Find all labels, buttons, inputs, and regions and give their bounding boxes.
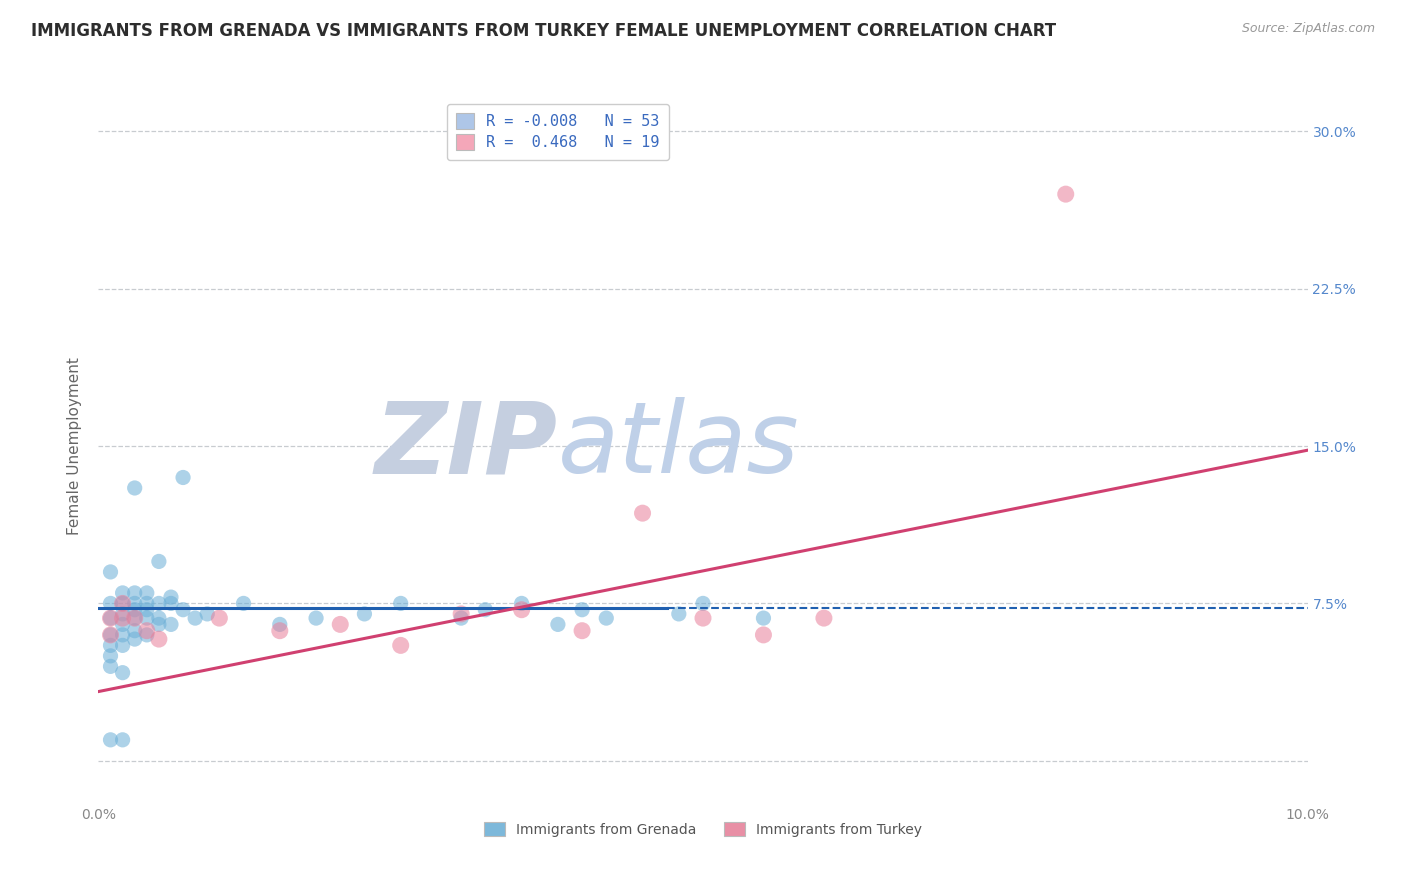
Point	[595, 611, 617, 625]
Point	[111, 732, 134, 747]
Point	[100, 732, 122, 747]
Point	[232, 596, 254, 610]
Text: ZIP: ZIP	[375, 398, 558, 494]
Point	[100, 611, 122, 625]
Point	[269, 617, 291, 632]
Point	[111, 586, 134, 600]
Point	[100, 639, 122, 653]
Point	[111, 617, 134, 632]
Point	[148, 632, 170, 646]
Point	[124, 603, 146, 617]
Point	[135, 628, 157, 642]
Point	[195, 607, 218, 621]
Point	[111, 628, 134, 642]
Point	[510, 596, 533, 610]
Point	[135, 596, 157, 610]
Point	[571, 603, 593, 617]
Point	[100, 659, 122, 673]
Point	[450, 611, 472, 625]
Point	[269, 624, 291, 638]
Point	[148, 596, 170, 610]
Point	[160, 617, 183, 632]
Point	[510, 603, 533, 617]
Point	[111, 639, 134, 653]
Point	[148, 554, 170, 568]
Point	[111, 596, 134, 610]
Point	[752, 628, 775, 642]
Point	[124, 596, 146, 610]
Point	[100, 628, 122, 642]
Text: Source: ZipAtlas.com: Source: ZipAtlas.com	[1241, 22, 1375, 36]
Point	[172, 603, 194, 617]
Point	[124, 632, 146, 646]
Point	[208, 611, 231, 625]
Point	[135, 611, 157, 625]
Point	[450, 607, 472, 621]
Point	[111, 611, 134, 625]
Point	[353, 607, 375, 621]
Point	[172, 470, 194, 484]
Point	[124, 611, 146, 625]
Point	[124, 611, 146, 625]
Point	[305, 611, 328, 625]
Point	[124, 481, 146, 495]
Point	[111, 665, 134, 680]
Point	[631, 506, 654, 520]
Point	[692, 596, 714, 610]
Point	[111, 607, 134, 621]
Text: atlas: atlas	[558, 398, 800, 494]
Point	[1054, 187, 1077, 202]
Point	[389, 596, 412, 610]
Legend: Immigrants from Grenada, Immigrants from Turkey: Immigrants from Grenada, Immigrants from…	[478, 816, 928, 842]
Point	[148, 611, 170, 625]
Point	[135, 603, 157, 617]
Point	[571, 624, 593, 638]
Point	[329, 617, 352, 632]
Point	[100, 611, 122, 625]
Point	[547, 617, 569, 632]
Point	[148, 617, 170, 632]
Point	[124, 624, 146, 638]
Point	[389, 639, 412, 653]
Point	[100, 565, 122, 579]
Point	[474, 603, 496, 617]
Point	[100, 648, 122, 663]
Point	[668, 607, 690, 621]
Point	[135, 624, 157, 638]
Point	[100, 628, 122, 642]
Point	[100, 596, 122, 610]
Point	[135, 586, 157, 600]
Y-axis label: Female Unemployment: Female Unemployment	[67, 357, 83, 535]
Point	[692, 611, 714, 625]
Point	[160, 590, 183, 604]
Point	[752, 611, 775, 625]
Point	[184, 611, 207, 625]
Point	[813, 611, 835, 625]
Point	[124, 586, 146, 600]
Text: IMMIGRANTS FROM GRENADA VS IMMIGRANTS FROM TURKEY FEMALE UNEMPLOYMENT CORRELATIO: IMMIGRANTS FROM GRENADA VS IMMIGRANTS FR…	[31, 22, 1056, 40]
Point	[160, 596, 183, 610]
Point	[111, 596, 134, 610]
